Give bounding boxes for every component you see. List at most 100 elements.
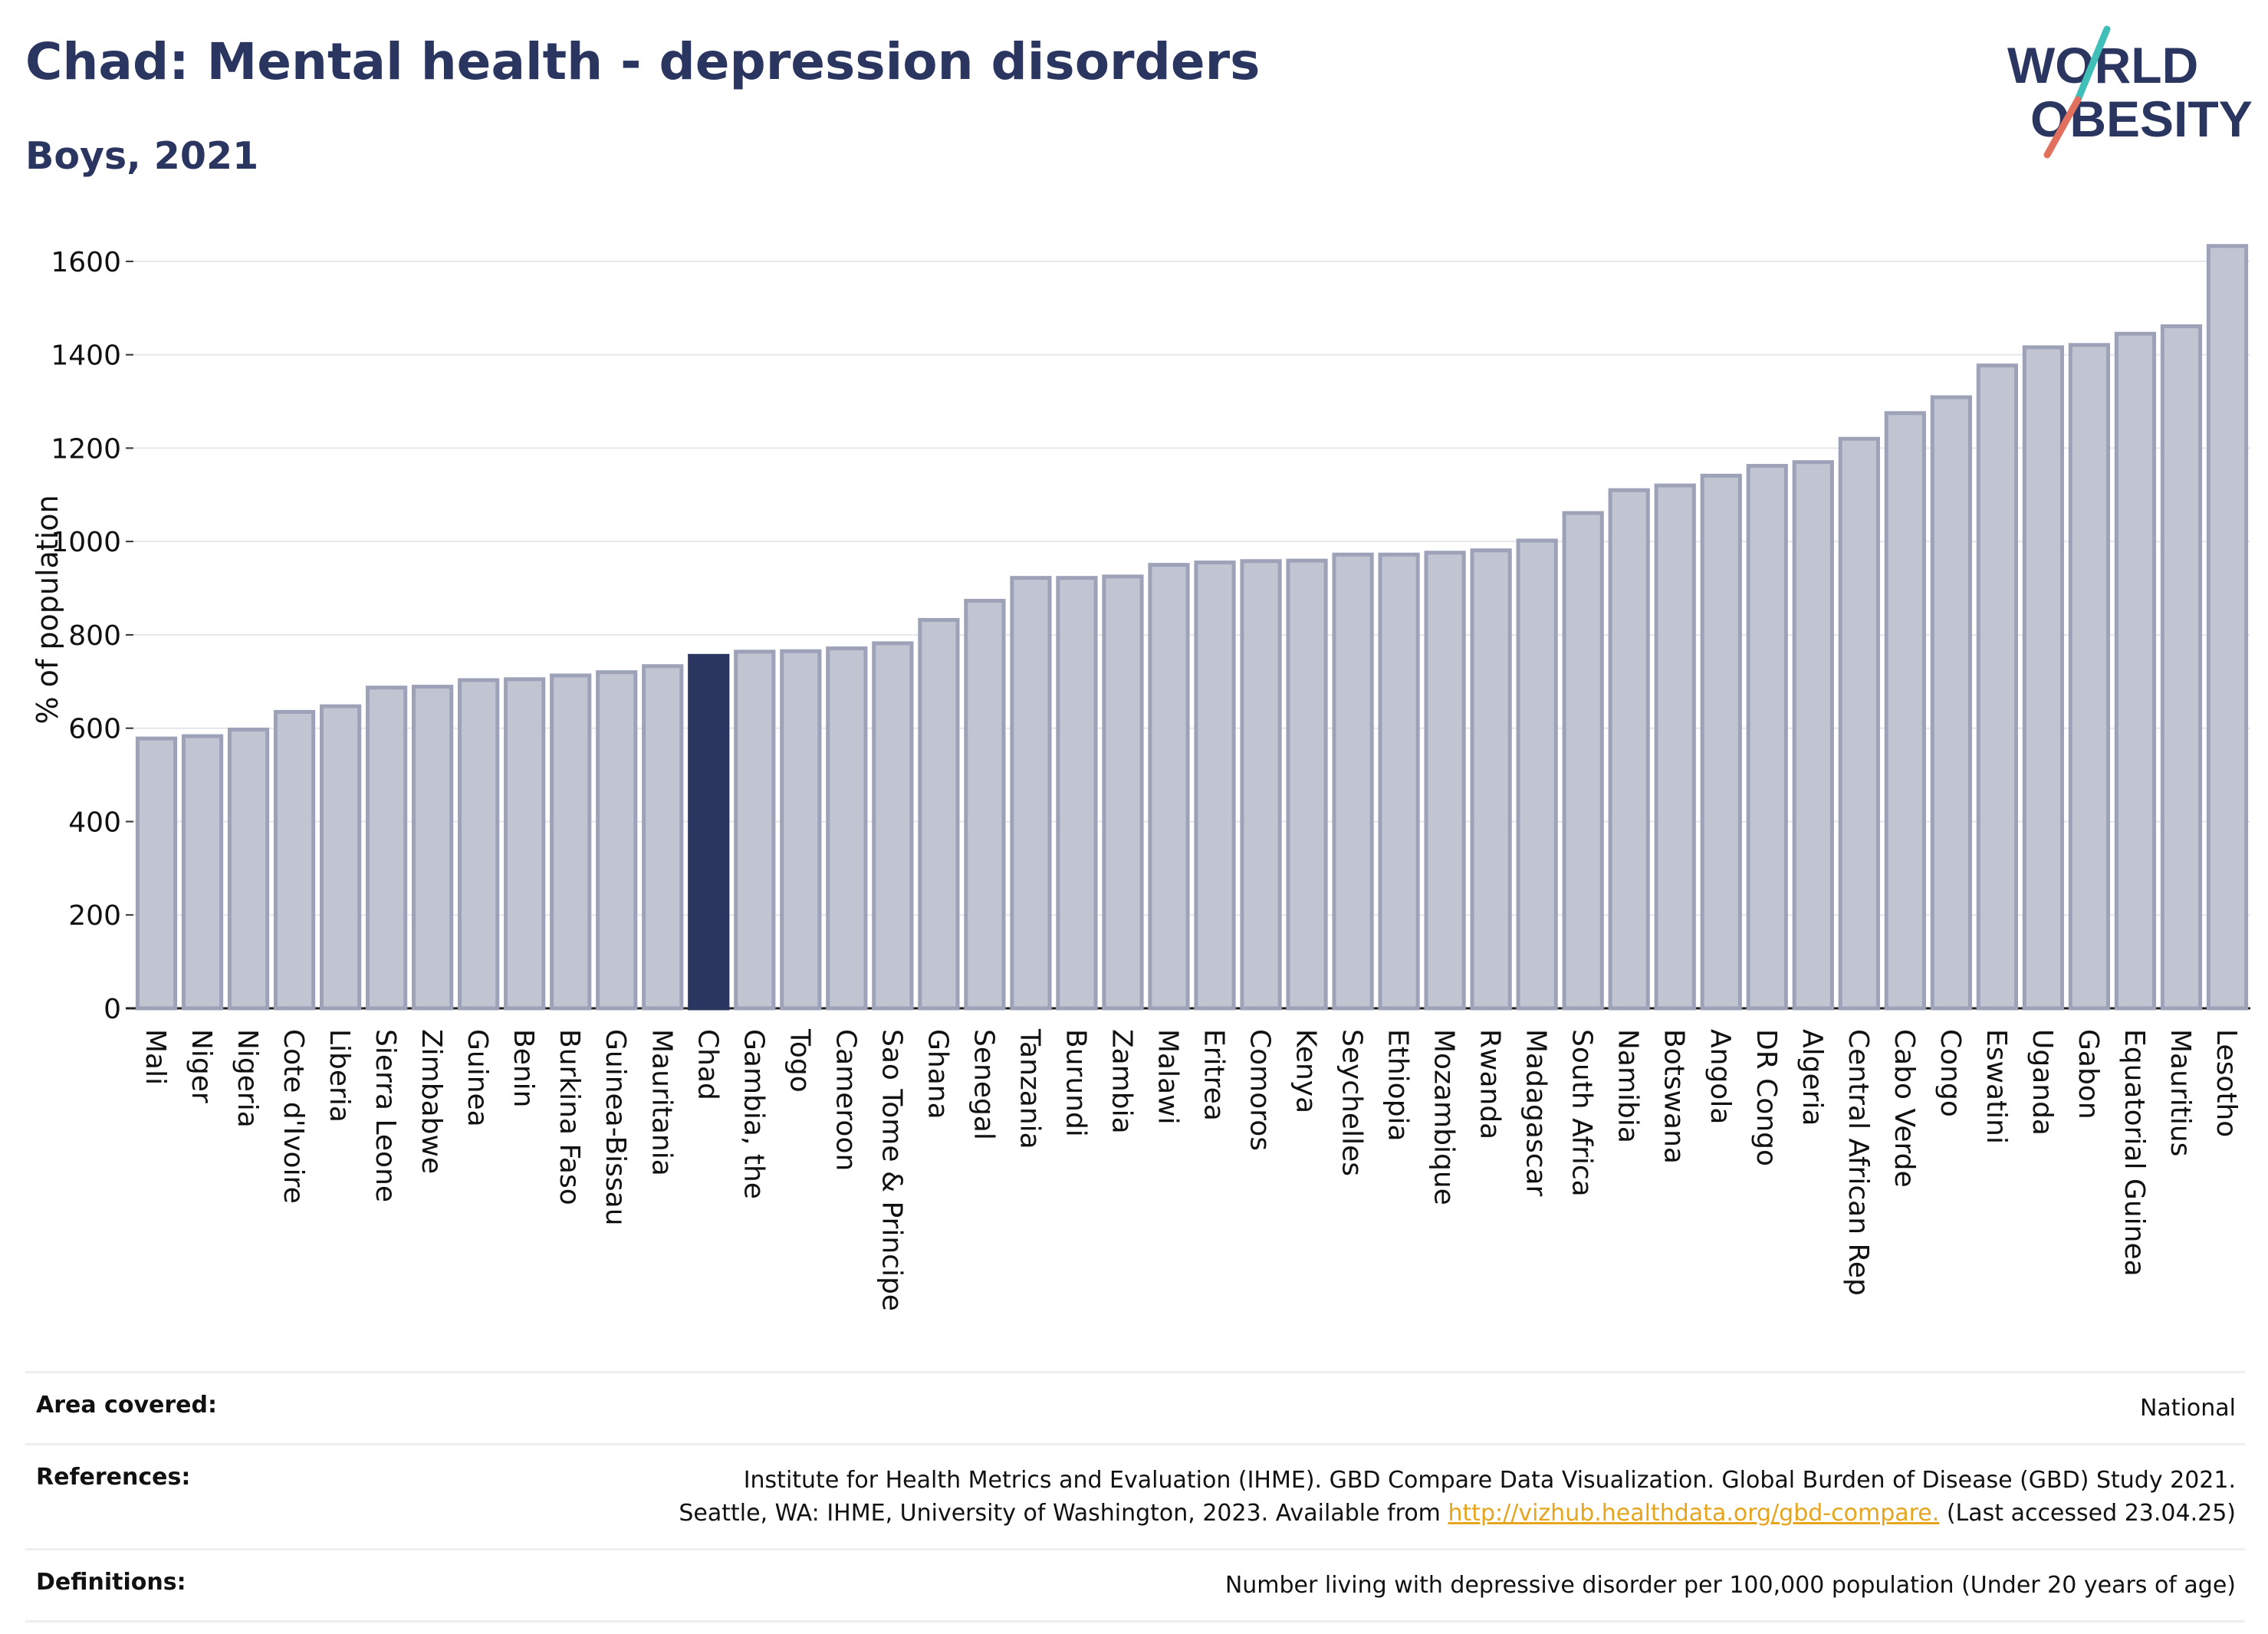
area-covered-value: National [2139, 1395, 2236, 1422]
bar-eritrea [1194, 561, 1236, 1011]
y-tick-label: 800 [68, 620, 121, 652]
bar-gambia-the [734, 649, 776, 1011]
chart-subtitle: Boys, 2021 [25, 134, 259, 178]
bar-mali [135, 736, 178, 1011]
x-tick-label: Comoros [1244, 1029, 1276, 1151]
x-tick-label: Mauritania [646, 1029, 677, 1176]
bar-guinea-bissau [596, 670, 638, 1011]
bar-mauritania [642, 664, 684, 1011]
y-tick-label: 1600 [51, 247, 121, 278]
y-tick-label: 1000 [51, 527, 121, 558]
x-tick-label: Botswana [1658, 1029, 1690, 1164]
x-tick-label: Chad [692, 1029, 723, 1100]
bar-cote-d-ivoire [273, 709, 316, 1011]
bar-cameroon [826, 646, 868, 1011]
bar-madagascar [1516, 538, 1558, 1011]
bar-chart: 0 200 400 600 800 1000 1200 1400 1600 Mali Niger N… [31, 244, 2250, 1311]
bar-burkina-faso [550, 673, 592, 1011]
x-tick-label: Ethiopia [1382, 1029, 1414, 1142]
bar-ethiopia [1378, 552, 1420, 1011]
y-tick-label: 1200 [51, 433, 121, 465]
bar-nigeria [227, 728, 270, 1011]
y-tick-label: 1400 [51, 340, 121, 372]
info-row-area: Area covered: National [25, 1371, 2245, 1443]
x-tick-label: South Africa [1566, 1029, 1598, 1197]
bar-algeria [1792, 460, 1834, 1011]
x-tick-label: Ghana [922, 1029, 953, 1119]
bar-zimbabwe [412, 685, 454, 1011]
x-tick-label: Guinea [462, 1029, 493, 1127]
bar-kenya [1286, 558, 1328, 1011]
bar-senegal [964, 598, 1006, 1011]
x-tick-label: Guinea-Bissau [600, 1029, 631, 1226]
logo-slash-coral [2043, 96, 2082, 159]
x-tick-label: Angola [1704, 1029, 1736, 1124]
x-tick-label: Sao Tome & Principe [876, 1029, 907, 1311]
bar-lesotho [2206, 244, 2249, 1011]
x-tick-label: Zimbabwe [416, 1029, 447, 1174]
bar-gabon [2068, 343, 2111, 1011]
definitions-value: Number living with depressive disorder p… [1224, 1572, 2236, 1599]
x-tick-label: Rwanda [1474, 1029, 1506, 1139]
references-line-2: Seattle, WA: IHME, University of Washing… [326, 1497, 2236, 1530]
x-tick-label: Kenya [1290, 1029, 1322, 1113]
bar-congo [1930, 395, 1972, 1011]
info-row-references: References: Institute for Health Metrics… [25, 1443, 2245, 1548]
x-tick-label: Zambia [1106, 1029, 1137, 1134]
x-tick-label: Eswatini [1980, 1029, 2012, 1144]
y-tick-label: 400 [68, 807, 121, 838]
y-axis-title: % of population [31, 495, 64, 724]
x-tick-label: Liberia [324, 1029, 355, 1123]
x-axis-labels: Mali Niger Nigeria Cote d'Ivoire Liberia Sier… [140, 1028, 2242, 1311]
bar-comoros [1240, 559, 1282, 1011]
bar-central-african-rep [1838, 436, 1880, 1011]
references-line-2-start: Seattle, WA: IHME, University of Washing… [679, 1500, 1448, 1527]
x-tick-label: Cameroon [830, 1029, 861, 1171]
bar-liberia [319, 704, 362, 1011]
x-tick-label: Senegal [968, 1029, 999, 1140]
bar-benin [504, 677, 546, 1011]
y-tick-label: 200 [68, 900, 121, 932]
x-tick-label: Gambia, the [738, 1029, 769, 1199]
references-label: References: [36, 1464, 191, 1491]
references-value: Institute for Health Metrics and Evaluat… [35, 1464, 2236, 1530]
references-link[interactable]: http://vizhub.healthdata.org/gbd-compare… [1448, 1500, 1940, 1527]
bar-tanzania [1010, 576, 1052, 1011]
logo-slash-teal [2074, 25, 2111, 104]
chart-title: Chad: Mental health - depression disorde… [25, 32, 1261, 91]
definitions-label: Definitions: [36, 1569, 186, 1596]
x-tick-label: Benin [508, 1029, 539, 1107]
x-tick-label: Burkina Faso [554, 1029, 585, 1205]
x-tick-label: Mali [140, 1029, 171, 1085]
bar-sao-tome-principe [872, 641, 914, 1011]
bar-malawi [1148, 563, 1190, 1011]
y-tick-label: 0 [104, 994, 121, 1025]
bar-togo [780, 649, 822, 1011]
bar-niger [181, 734, 224, 1011]
y-tick-label: 600 [68, 714, 121, 745]
bar-seychelles [1332, 552, 1374, 1011]
x-tick-label: Sierra Leone [370, 1029, 401, 1202]
bar-mauritius [2160, 324, 2203, 1011]
x-tick-label: Equatorial Guinea [2118, 1029, 2150, 1277]
references-line-2-end: (Last accessed 23.04.25) [1939, 1500, 2236, 1527]
x-tick-label: Madagascar [1520, 1029, 1552, 1197]
bar-equatorial-guinea [2114, 331, 2157, 1011]
bar-burundi [1056, 576, 1098, 1011]
x-tick-label: Algeria [1796, 1029, 1828, 1126]
bar-angola [1700, 473, 1742, 1011]
x-tick-label: Tanzania [1014, 1028, 1045, 1149]
bar-chad [688, 653, 730, 1011]
bar-ghana [918, 617, 960, 1011]
references-line-1: Institute for Health Metrics and Evaluat… [743, 1467, 2236, 1494]
x-tick-label: Seychelles [1336, 1029, 1368, 1176]
x-tick-label: Nigeria [232, 1029, 263, 1128]
x-tick-label: Cote d'Ivoire [278, 1029, 309, 1204]
bar-dr-congo [1746, 464, 1788, 1011]
bars [135, 244, 2249, 1011]
area-covered-label: Area covered: [36, 1392, 217, 1419]
x-tick-label: Niger [186, 1029, 217, 1103]
bar-south-africa [1562, 511, 1604, 1011]
x-tick-label: DR Congo [1750, 1029, 1782, 1166]
world-obesity-logo: WORLD OBESITY [2007, 25, 2253, 159]
